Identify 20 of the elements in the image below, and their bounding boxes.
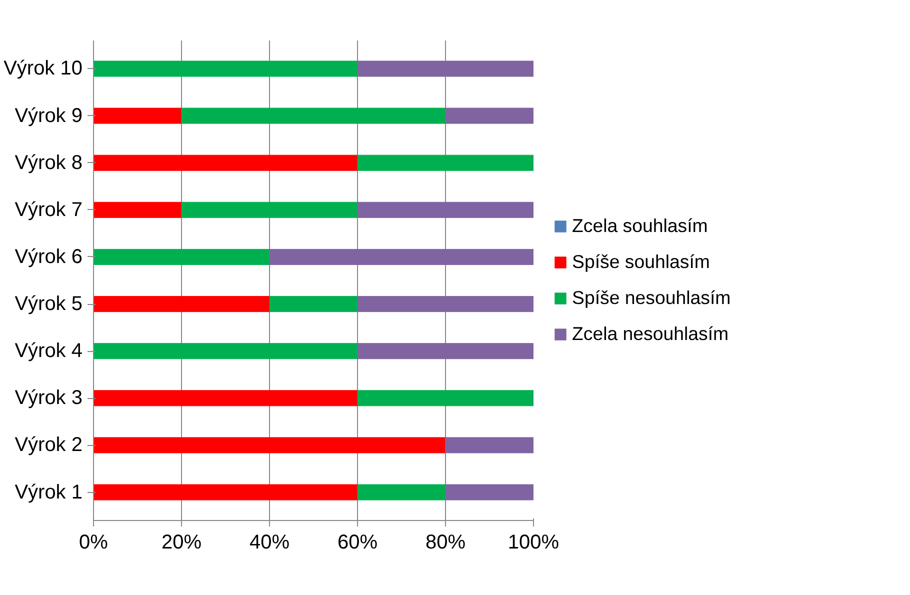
- y-tick-label: Výrok 2: [14, 434, 83, 456]
- y-tick-label: Výrok 4: [14, 340, 83, 362]
- x-tick-label: 20%: [161, 532, 202, 554]
- y-tick-label: Výrok 7: [14, 198, 83, 221]
- y-tick-label: Výrok 9: [14, 104, 83, 127]
- y-tick-label: Výrok 1: [14, 481, 83, 504]
- y-tick-label: Výrok 8: [14, 152, 83, 174]
- x-tick-label: 60%: [337, 532, 378, 554]
- y-tick-label: Výrok 10: [4, 58, 83, 80]
- x-tick-label: 40%: [249, 532, 290, 554]
- x-tick-label: 80%: [425, 532, 466, 554]
- y-tick-label: Výrok 5: [14, 293, 83, 316]
- legend-label: Zcela souhlasím: [572, 215, 708, 237]
- x-tick-label: 0%: [79, 532, 108, 554]
- y-tick-label: Výrok 6: [14, 246, 83, 268]
- legend-label: Spíše nesouhlasím: [572, 287, 731, 309]
- y-tick-label: Výrok 3: [14, 387, 83, 410]
- legend-label: Zcela nesouhlasím: [572, 323, 729, 345]
- x-tick-label: 100%: [508, 532, 560, 554]
- legend-label: Spíše souhlasím: [572, 251, 710, 273]
